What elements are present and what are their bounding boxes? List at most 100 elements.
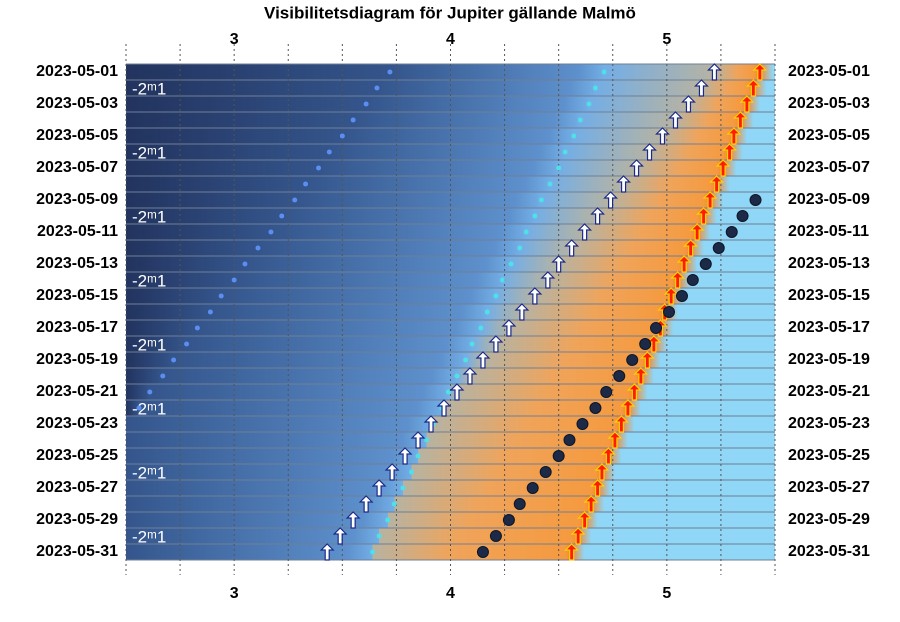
event-dot <box>207 309 213 315</box>
event-dot <box>387 69 393 75</box>
event-arrow <box>683 239 699 257</box>
date-label-right: 2023-05-17 <box>788 319 870 336</box>
event-dot <box>478 325 484 331</box>
jupiter-rise-dot <box>613 370 626 382</box>
event-arrow <box>590 479 606 497</box>
jupiter-rise-dot <box>589 402 602 414</box>
jupiter-rise-dot <box>650 322 663 334</box>
date-label-left: 2023-05-15 <box>36 287 118 304</box>
event-dot <box>469 341 475 347</box>
event-arrow <box>676 255 692 273</box>
event-dot <box>160 373 166 379</box>
event-arrow <box>702 191 718 209</box>
jupiter-rise-dot <box>576 418 589 430</box>
event-arrow <box>577 223 593 241</box>
event-dot <box>484 309 490 315</box>
event-arrow <box>564 543 580 561</box>
event-arrow <box>655 127 670 145</box>
x-tick-label-bottom: 3 <box>230 585 239 602</box>
event-dot <box>454 373 460 379</box>
date-label-right: 2023-05-23 <box>788 415 870 432</box>
event-dot <box>586 101 592 107</box>
event-arrow <box>732 111 748 129</box>
event-dot <box>370 549 376 555</box>
event-dot <box>523 229 529 235</box>
event-arrow <box>358 495 374 513</box>
event-dot <box>218 293 224 299</box>
event-arrow <box>722 143 738 161</box>
event-dot <box>326 149 332 155</box>
event-dot <box>242 261 248 267</box>
row-background <box>126 64 775 80</box>
jupiter-rise-dot <box>600 386 613 398</box>
row-background <box>126 224 775 240</box>
jupiter-rise-dot <box>513 498 526 510</box>
jupiter-rise-dot <box>725 226 738 238</box>
jupiter-rise-dot <box>686 274 699 286</box>
event-dot <box>268 229 274 235</box>
magnitude-label: -2ᵐ1 <box>132 207 166 226</box>
event-dot <box>493 293 499 299</box>
event-arrow <box>693 79 709 97</box>
date-label-right: 2023-05-31 <box>788 543 870 560</box>
event-dot <box>538 197 544 203</box>
magnitude-label: -2ᵐ1 <box>132 399 166 418</box>
date-label-right: 2023-05-27 <box>788 479 870 496</box>
event-dot <box>577 117 583 123</box>
jupiter-rise-dot <box>736 210 749 222</box>
magnitude-label: -2ᵐ1 <box>132 463 166 482</box>
date-label-right: 2023-05-05 <box>788 127 870 144</box>
magnitude-label: -2ᵐ1 <box>132 143 166 162</box>
date-label-left: 2023-05-25 <box>36 447 118 464</box>
event-dot <box>255 245 261 251</box>
event-arrow <box>527 287 543 305</box>
jupiter-rise-dot <box>749 194 762 206</box>
event-arrow <box>594 463 610 481</box>
event-dot <box>415 453 421 459</box>
x-tick-label-top: 4 <box>446 31 455 48</box>
date-label-right: 2023-05-15 <box>788 287 870 304</box>
event-dot <box>194 325 200 331</box>
event-dot <box>374 85 380 91</box>
event-dot <box>547 181 553 187</box>
event-arrow <box>397 447 413 465</box>
event-arrow <box>745 79 761 97</box>
event-dot <box>391 501 397 507</box>
event-dot <box>136 405 142 411</box>
row-background <box>126 240 775 256</box>
date-label-left: 2023-05-03 <box>36 95 118 112</box>
event-arrow <box>423 415 439 433</box>
row-background <box>126 144 775 160</box>
event-arrow <box>616 175 632 193</box>
date-label-right: 2023-05-01 <box>788 63 870 80</box>
row-background <box>126 304 775 320</box>
event-dot <box>508 261 514 267</box>
event-dot <box>532 213 538 219</box>
date-label-right: 2023-05-19 <box>788 351 870 368</box>
event-arrow <box>629 159 644 177</box>
event-arrow <box>633 367 649 385</box>
event-dot <box>279 213 285 219</box>
event-arrow <box>319 543 335 561</box>
event-dot <box>592 85 598 91</box>
event-dot <box>556 165 562 171</box>
event-arrow <box>345 511 361 529</box>
event-arrow <box>332 527 348 545</box>
event-arrow <box>642 143 657 161</box>
event-dot <box>147 389 153 395</box>
x-tick-label-bottom: 5 <box>662 585 671 602</box>
jupiter-rise-dot <box>699 258 712 270</box>
event-arrow <box>449 383 465 401</box>
event-arrow <box>739 95 755 113</box>
date-label-right: 2023-05-29 <box>788 511 870 528</box>
date-label-right: 2023-05-03 <box>788 95 870 112</box>
jupiter-rise-dot <box>476 546 489 558</box>
event-arrow <box>670 271 686 289</box>
event-arrow <box>371 479 387 497</box>
magnitude-label: -2ᵐ1 <box>132 79 166 98</box>
date-label-right: 2023-05-11 <box>788 223 869 240</box>
jupiter-rise-dot <box>502 514 515 526</box>
event-arrow <box>600 447 616 465</box>
event-arrow <box>583 495 599 513</box>
